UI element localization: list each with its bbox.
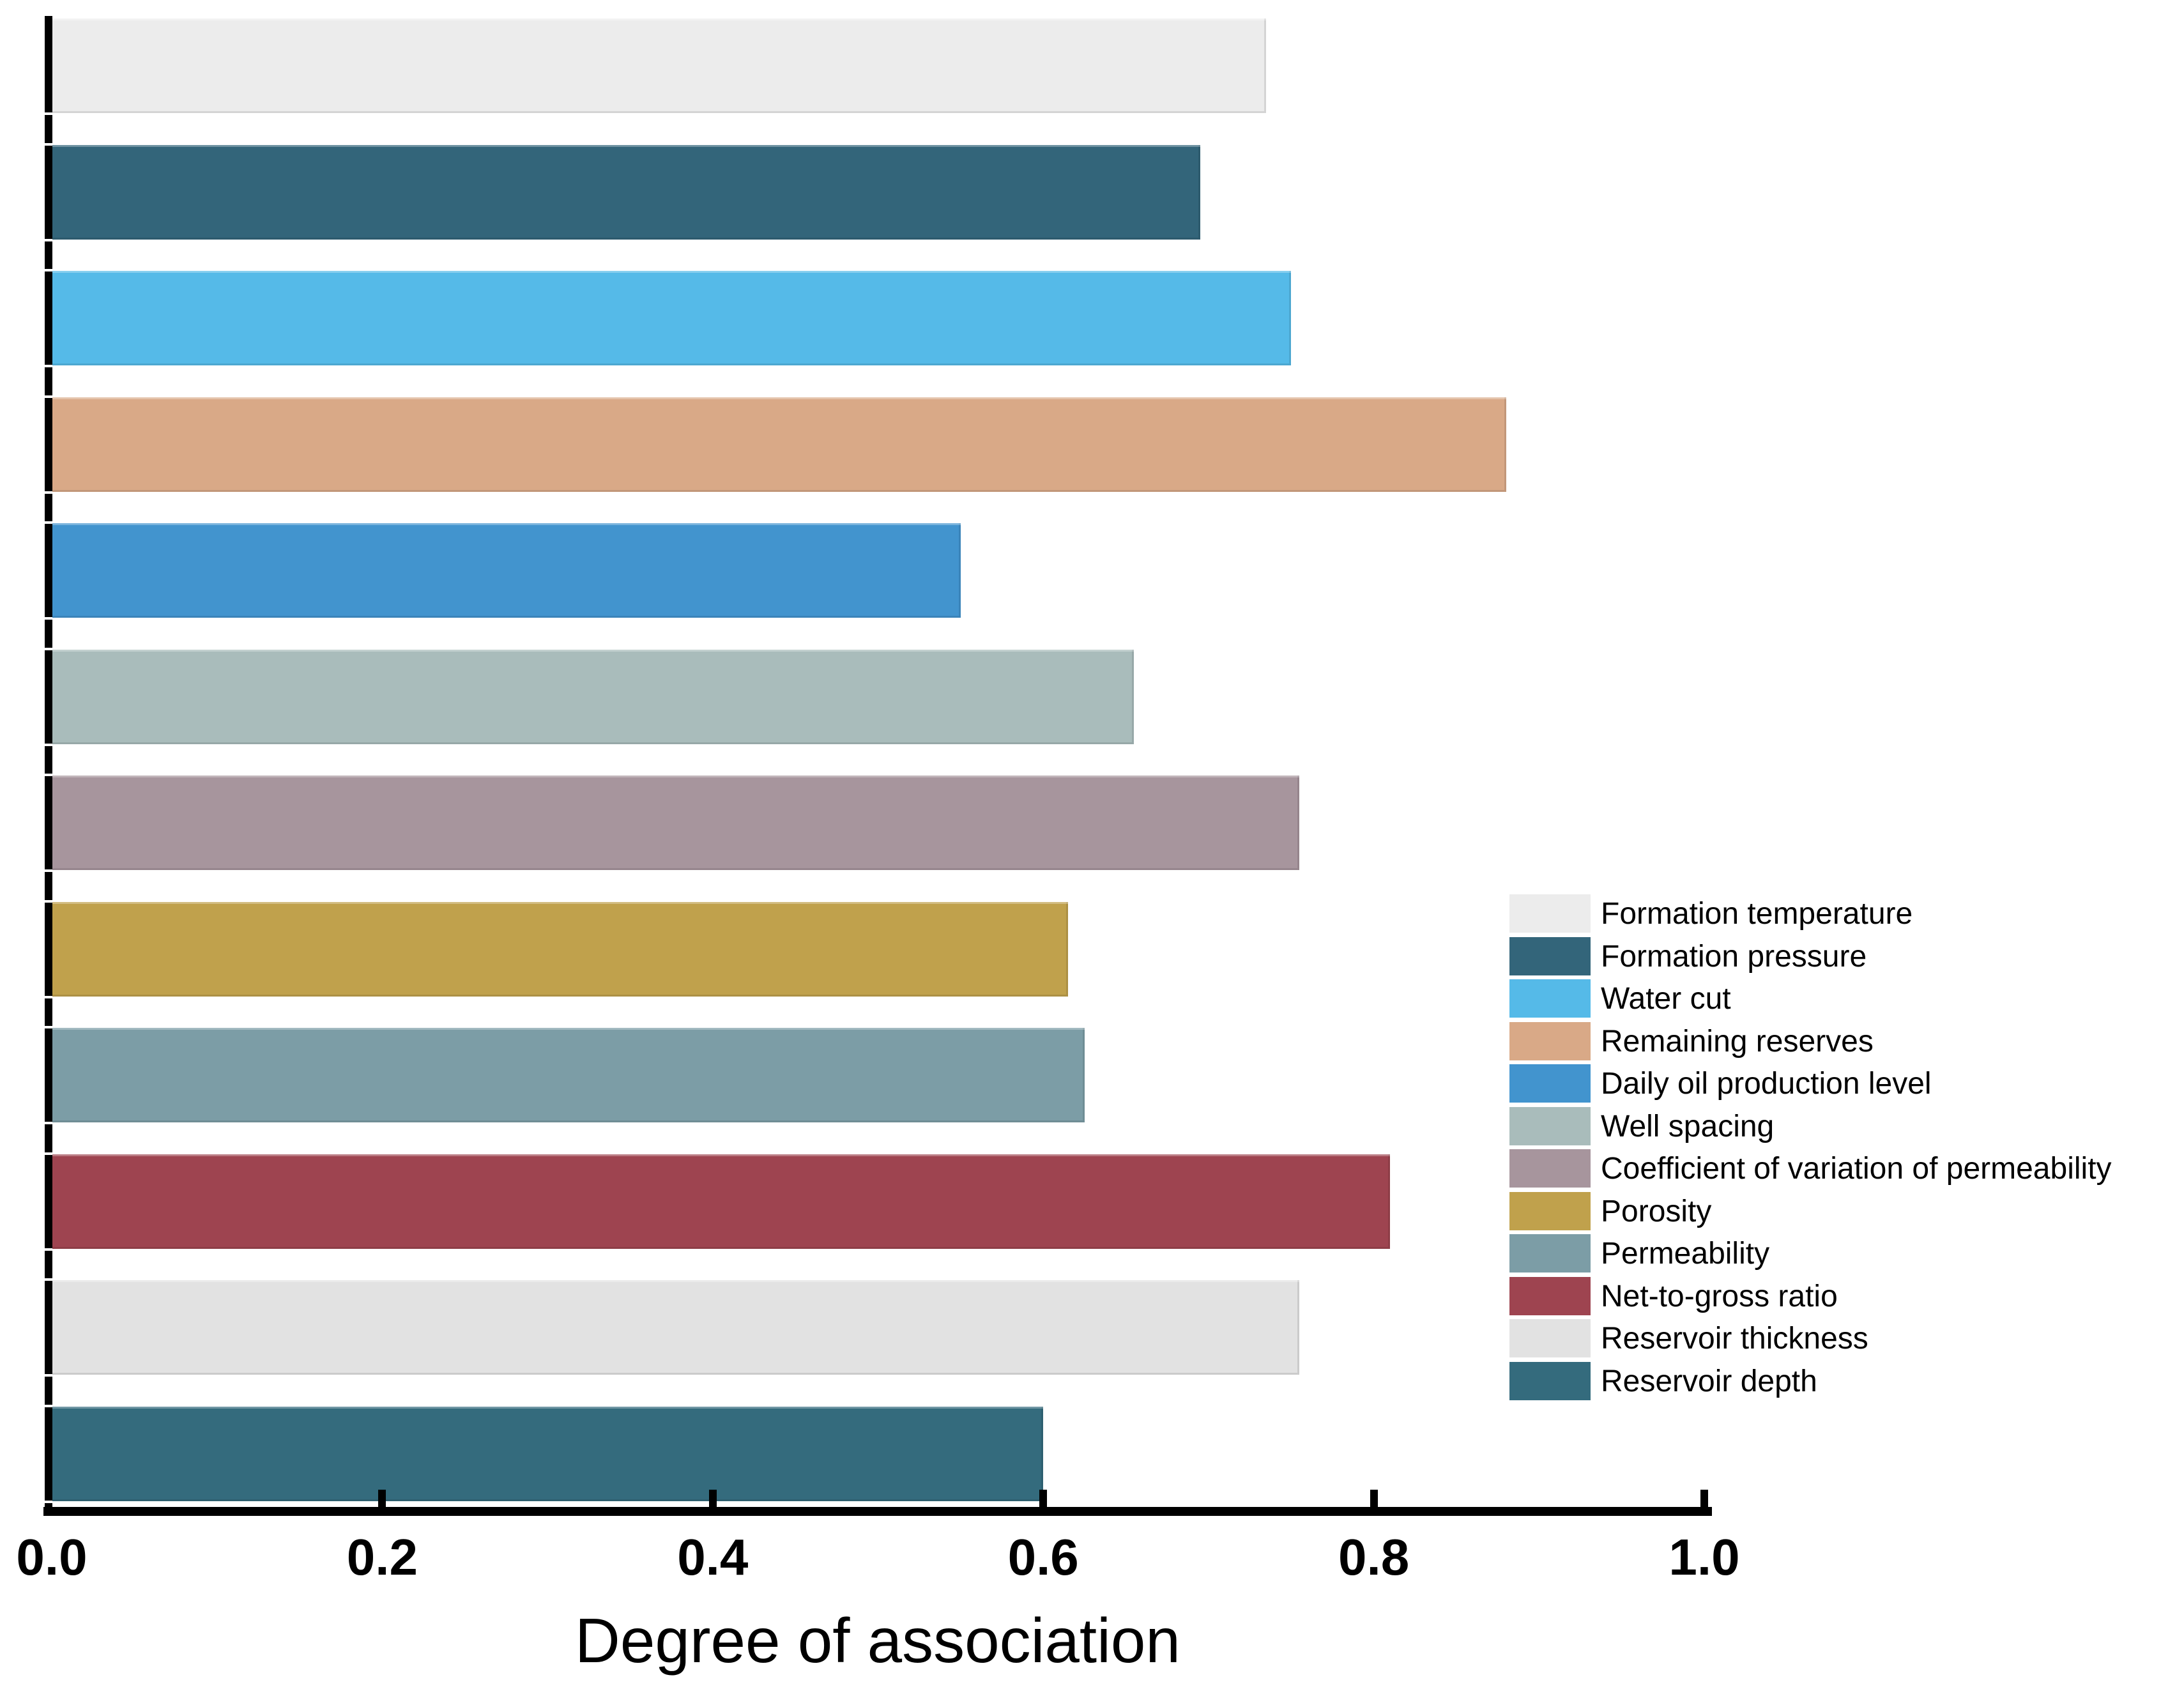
legend-swatch [1509, 1149, 1591, 1188]
y-axis-tick-gap [45, 521, 52, 524]
legend-swatch [1509, 937, 1591, 975]
legend-swatch [1509, 1192, 1591, 1230]
x-axis-tick-label: 1.0 [1669, 1529, 1740, 1586]
y-axis-tick-gap [45, 1122, 52, 1124]
bar [52, 776, 1299, 870]
bar [52, 397, 1506, 492]
x-axis-tick [1370, 1490, 1378, 1507]
y-axis-tick-gap [45, 142, 52, 146]
bar [52, 523, 961, 618]
x-axis-title: Degree of association [575, 1605, 1180, 1676]
y-axis-tick-gap [45, 238, 52, 241]
x-axis-tick-label: 0.6 [1007, 1529, 1079, 1586]
legend-swatch [1509, 894, 1591, 933]
y-axis-tick-gap [45, 1152, 52, 1155]
legend-label: Well spacing [1601, 1110, 1775, 1143]
bar [52, 1406, 1043, 1501]
x-axis-tick [1039, 1490, 1048, 1507]
legend-swatch [1509, 1234, 1591, 1272]
legend-label: Coefficient of variation of permeability [1601, 1152, 2112, 1186]
bar [52, 271, 1291, 365]
x-axis-tick-label: 0.0 [16, 1529, 88, 1586]
y-axis-tick-gap [45, 1026, 52, 1028]
x-axis-tick [1700, 1490, 1708, 1507]
y-axis-tick-gap [45, 269, 52, 271]
legend-label: Reservoir depth [1601, 1364, 1817, 1398]
legend-swatch [1509, 1064, 1591, 1103]
x-axis-tick [378, 1490, 386, 1507]
y-axis-tick-gap [45, 1278, 52, 1281]
bar [52, 649, 1134, 744]
legend-swatch [1509, 979, 1591, 1018]
legend-label: Net-to-gross ratio [1601, 1280, 1838, 1313]
bar [52, 1280, 1299, 1375]
bar [52, 1028, 1085, 1122]
y-axis-tick-gap [45, 395, 52, 398]
y-axis-tick-gap [45, 1374, 52, 1377]
y-axis-tick-gap [45, 491, 52, 494]
y-axis-tick-gap [45, 647, 52, 650]
legend-label: Reservoir thickness [1601, 1322, 1868, 1356]
y-axis-tick-gap [45, 1500, 52, 1503]
y-axis-tick-gap [45, 365, 52, 367]
y-axis-tick-gap [45, 774, 52, 776]
legend-swatch [1509, 1277, 1591, 1315]
bar [52, 19, 1266, 113]
bar [52, 901, 1068, 997]
x-axis-tick-label: 0.2 [346, 1529, 418, 1586]
legend-label: Remaining reserves [1601, 1025, 1874, 1058]
y-axis-tick-gap [45, 899, 52, 903]
legend-label: Permeability [1601, 1237, 1770, 1271]
legend-swatch [1509, 1107, 1591, 1145]
bar [52, 144, 1200, 240]
x-axis-line [43, 1507, 1712, 1516]
legend-label: Water cut [1601, 982, 1731, 1016]
y-axis-tick-gap [45, 995, 52, 998]
x-axis-tick [708, 1490, 717, 1507]
y-axis-tick-gap [45, 617, 52, 620]
y-axis-tick-gap [45, 1248, 52, 1251]
y-axis-line [45, 16, 52, 1511]
x-axis-tick-label: 0.8 [1338, 1529, 1410, 1586]
y-axis-tick-gap [45, 743, 52, 746]
y-axis-tick-gap [45, 869, 52, 872]
y-axis-tick-gap [45, 112, 52, 115]
bar [52, 1154, 1390, 1249]
legend-label: Daily oil production level [1601, 1067, 1932, 1101]
legend-label: Porosity [1601, 1195, 1712, 1228]
x-axis-tick-label: 0.4 [677, 1529, 749, 1586]
legend-swatch [1509, 1319, 1591, 1357]
legend-swatch [1509, 1022, 1591, 1060]
legend-label: Formation temperature [1601, 897, 1913, 931]
legend-swatch [1509, 1362, 1591, 1400]
legend-label: Formation pressure [1601, 940, 1867, 974]
y-axis-tick-gap [45, 1404, 52, 1407]
